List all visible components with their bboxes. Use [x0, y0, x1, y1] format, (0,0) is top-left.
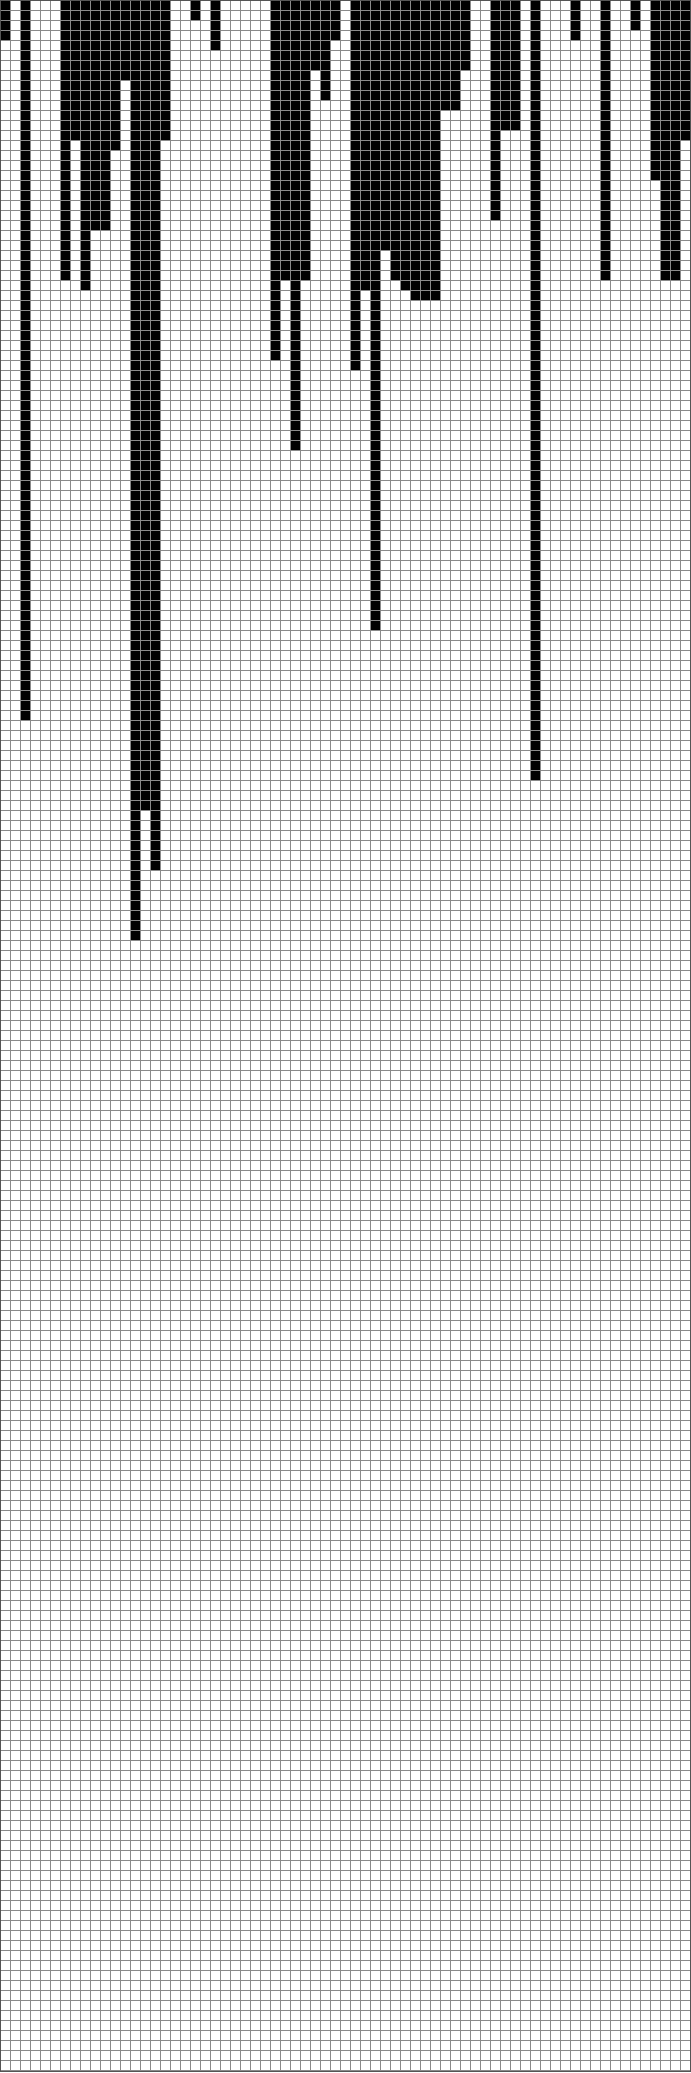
live-cell-run[interactable]	[110, 0, 120, 150]
live-cell-run[interactable]	[460, 0, 470, 70]
live-cell-run[interactable]	[500, 0, 510, 130]
live-cell-run[interactable]	[80, 0, 90, 230]
live-cell-run[interactable]	[140, 0, 150, 810]
live-cell-run[interactable]	[360, 0, 370, 290]
live-cell-run[interactable]	[380, 0, 390, 250]
live-cell-run[interactable]	[510, 0, 520, 130]
live-cell-run[interactable]	[150, 0, 160, 870]
live-cell-run[interactable]	[310, 0, 320, 70]
live-cell-run[interactable]	[450, 0, 460, 110]
live-cell-run[interactable]	[290, 0, 300, 450]
live-cell-run[interactable]	[440, 0, 450, 110]
live-cell-run[interactable]	[350, 0, 360, 370]
live-cell-run[interactable]	[370, 0, 380, 630]
live-cell-run[interactable]	[210, 0, 220, 50]
live-cell-run[interactable]	[100, 0, 110, 230]
live-cell-run[interactable]	[630, 0, 640, 30]
live-cell-run[interactable]	[400, 0, 410, 290]
live-cell-run[interactable]	[90, 0, 100, 190]
